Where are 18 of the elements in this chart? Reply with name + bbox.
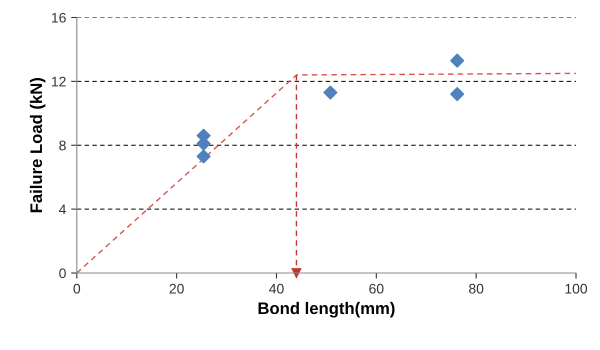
y-tick-label: 16 (52, 12, 66, 23)
point (196, 149, 211, 164)
x-tick-label: 20 (170, 284, 184, 294)
y-tick-label: 12 (52, 76, 66, 86)
y-tick-label: 8 (59, 140, 66, 150)
point (323, 85, 338, 100)
point (292, 268, 302, 278)
x-tick-label: 100 (565, 284, 588, 294)
point (450, 87, 464, 102)
y-axis-title: Failure Load (kN) (30, 78, 46, 212)
x-tick-label: 80 (469, 284, 484, 294)
point (450, 54, 464, 68)
x-tick-label: 60 (369, 284, 384, 294)
y-tick-label: 0 (59, 268, 66, 278)
x-axis-title: Bond length(mm) (258, 302, 395, 318)
x-tick-label: 0 (73, 284, 80, 294)
y-tick-label: 4 (58, 204, 66, 214)
x-tick-label: 40 (269, 284, 284, 294)
